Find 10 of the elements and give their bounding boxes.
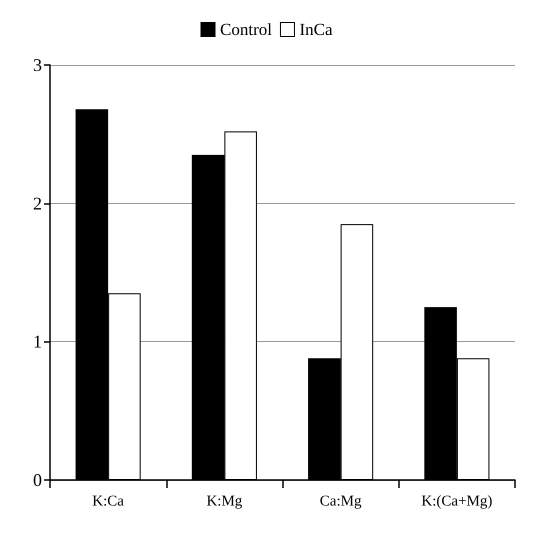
- x-tick-label: Ca:Mg: [320, 494, 362, 510]
- y-tick-label: 2: [33, 193, 42, 214]
- y-tick-label: 1: [33, 332, 42, 352]
- x-tick-label: K:(Ca+Mg): [421, 494, 492, 510]
- x-tick-label: K:Ca: [92, 494, 124, 510]
- x-tick-label: K:Mg: [206, 494, 243, 510]
- legend-label: Control: [220, 20, 272, 39]
- y-tick-label: 0: [33, 470, 42, 490]
- legend-label: InCa: [299, 20, 333, 39]
- y-tick-label: 3: [33, 55, 42, 75]
